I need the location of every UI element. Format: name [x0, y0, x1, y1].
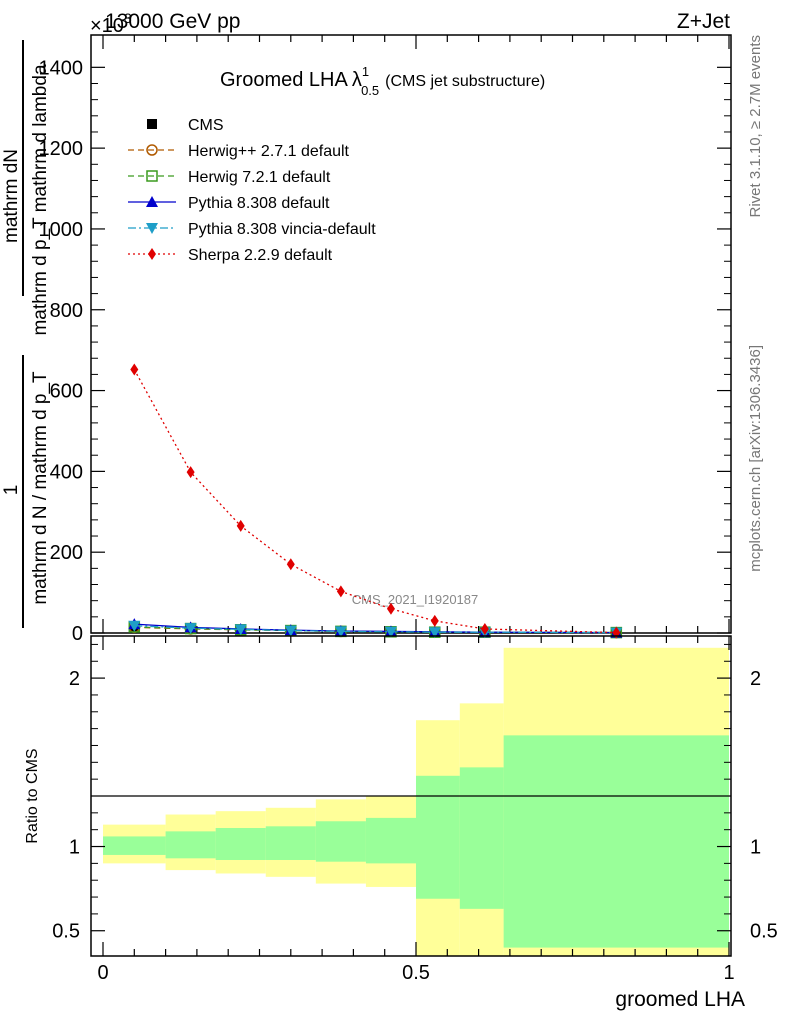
ratio-panel: 0.5 0.51 12 2 0 0.5 1 Ratio to CMS groomed LH…: [24, 635, 778, 1011]
data-point: [384, 626, 397, 638]
series-2: [128, 621, 623, 639]
ratio-y-tick-label: 2: [69, 668, 80, 690]
legend-label: CMS: [188, 117, 224, 134]
series-0: [129, 621, 622, 638]
ratio-y-tick-label-right: 1: [750, 837, 761, 859]
rivet-label: Rivet 3.1.10, ≥ 2.7M events: [747, 35, 764, 218]
ratio-y-tick-label: 0.5: [52, 921, 80, 943]
ratio-y-tick-label-right: 0.5: [750, 921, 778, 943]
data-point: [284, 625, 297, 637]
ratio-y-tick-label: 1: [69, 837, 80, 859]
legend-entry: Pythia 8.308 vincia-default: [128, 221, 376, 238]
data-point: [386, 602, 395, 615]
legend-marker: [147, 119, 157, 129]
energy-label: 13000 GeV pp: [105, 10, 240, 33]
data-point: [234, 624, 247, 636]
legend-marker: [146, 170, 158, 182]
legend-entry: Sherpa 2.2.9 default: [128, 247, 333, 264]
legend-marker: [146, 223, 158, 234]
mcplots-label: mcplots.cern.ch [arXiv:1306.3436]: [747, 345, 764, 572]
ylabel-denominator: mathrm d N / mathrm d p_T: [30, 371, 51, 605]
x-tick-label: 1: [723, 962, 734, 984]
data-point: [336, 585, 345, 598]
ratio-band-stat: [503, 735, 729, 948]
exponent-label: ×103: [90, 10, 132, 37]
y-tick-label: 400: [50, 461, 83, 483]
ratio-y-tick-label-right: 2: [750, 668, 761, 690]
ratio-band-stat: [165, 831, 216, 859]
data-point: [186, 466, 195, 479]
legend-marker: [146, 196, 158, 207]
ylabel-prefix: 1: [1, 485, 22, 496]
data-point: [130, 363, 139, 376]
ratio-band-stat: [315, 821, 366, 862]
main-y-ticks: 0 200 400 600 800 1000 1200 1400: [39, 57, 731, 645]
y-tick-label: 0: [72, 623, 83, 645]
ratio-band-stat: [365, 817, 416, 864]
legend-marker: [148, 248, 156, 260]
series-5: [130, 363, 621, 639]
data-point: [480, 622, 489, 635]
main-panel: 0 200 400 600 800 1000 1200 1400 Groomed LHA λ1 0…: [39, 34, 732, 645]
legend-entry: Pythia 8.308 default: [128, 195, 330, 212]
x-tick-label: 0.5: [402, 962, 430, 984]
ratio-band-stat: [103, 836, 166, 855]
legend-entry: Herwig 7.2.1 default: [128, 169, 331, 186]
ratio-band-stat: [215, 828, 266, 860]
ylabel-numerator-2: mathrm d p_T mathrm d lambda: [30, 64, 51, 335]
process-label: Z+Jet: [677, 10, 730, 33]
ratio-band-stat: [416, 775, 460, 899]
x-axis-label: groomed LHA: [615, 988, 745, 1011]
y-tick-label: 800: [50, 300, 83, 322]
data-point: [184, 623, 197, 635]
ratio-y-ticks: 0.5 0.5 1 1 2 2: [52, 643, 778, 943]
legend-label: Pythia 8.308 vincia-default: [188, 221, 376, 238]
legend: CMS Herwig++ 2.7.1 default Herwig 7.2.1 de…: [128, 117, 376, 264]
ratio-x-ticks: 0 0.5 1: [97, 636, 735, 984]
y-tick-label: 1200: [39, 138, 84, 160]
ratio-ylabel: Ratio to CMS: [24, 748, 41, 843]
watermark: CMS_2021_I1920187: [352, 592, 479, 607]
legend-marker: [146, 144, 158, 156]
y-tick-label: 1400: [39, 57, 84, 79]
main-frame: [90, 34, 732, 634]
data-point: [286, 558, 295, 571]
ratio-band-stat: [265, 826, 316, 860]
legend-entry: CMS: [147, 117, 224, 134]
data-point: [128, 620, 141, 632]
y-tick-label: 1000: [39, 219, 84, 241]
data-point: [428, 627, 441, 639]
main-ylabel: mathrm dN mathrm d p_T mathrm d lambda 1…: [1, 40, 51, 628]
ratio-bands: [103, 647, 729, 956]
legend-label: Herwig++ 2.7.1 default: [188, 143, 350, 160]
series-layer: [128, 363, 623, 639]
data-point: [236, 519, 245, 532]
legend-entry: Herwig++ 2.7.1 default: [128, 143, 350, 160]
legend-label: Pythia 8.308 default: [188, 195, 330, 212]
data-point: [430, 614, 439, 627]
x-tick-label: 0: [97, 962, 108, 984]
ratio-band-stat: [459, 767, 504, 909]
y-tick-label: 200: [50, 542, 83, 564]
legend-label: Sherpa 2.2.9 default: [188, 247, 333, 264]
legend-label: Herwig 7.2.1 default: [188, 169, 331, 186]
main-x-ticks: [102, 35, 730, 633]
ylabel-numerator: mathrm dN: [1, 149, 22, 243]
data-point: [334, 626, 347, 638]
y-tick-label: 600: [50, 381, 83, 403]
chart-title: Groomed LHA λ1 0.5(CMS jet substructure): [220, 64, 545, 98]
